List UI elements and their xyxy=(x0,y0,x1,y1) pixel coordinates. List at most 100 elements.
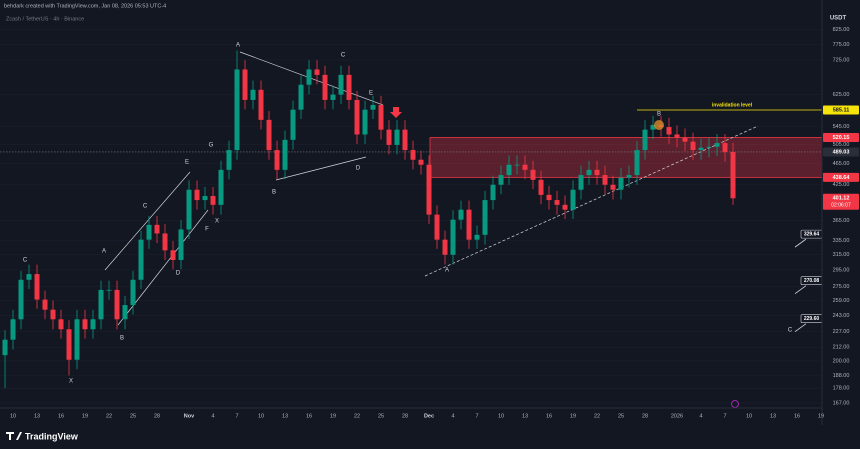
candle-body xyxy=(234,69,240,151)
candle-body xyxy=(306,69,312,85)
target-label: 229.60 xyxy=(804,316,820,322)
candle-body xyxy=(2,339,8,356)
candle-body xyxy=(418,159,424,165)
down-arrow xyxy=(390,107,402,118)
supply-zone xyxy=(429,137,823,178)
x-tick-label: 13 xyxy=(770,413,776,419)
candle-body xyxy=(218,169,224,205)
candle-body xyxy=(82,319,88,330)
candle-body xyxy=(410,150,416,160)
y-tick-label: 227.00 xyxy=(833,329,850,335)
candle-body xyxy=(490,184,496,201)
candle-body xyxy=(610,184,616,190)
candle-body xyxy=(66,329,72,360)
candle-body xyxy=(554,200,560,205)
price-label: 401.12 xyxy=(833,196,850,202)
candle-body xyxy=(458,209,464,220)
y-tick-label: 188.00 xyxy=(833,373,850,379)
price-label-box xyxy=(823,193,859,210)
x-tick-label: 19 xyxy=(818,413,824,419)
candle-body xyxy=(498,175,504,185)
price-label-box xyxy=(823,133,859,143)
candle-body xyxy=(474,234,480,240)
candle-body xyxy=(722,143,728,152)
price-label-box xyxy=(823,147,859,157)
x-tick-label: 22 xyxy=(594,413,600,419)
x-tick-label: 10 xyxy=(746,413,752,419)
target-label: 270.08 xyxy=(804,278,820,284)
candle-body xyxy=(114,289,120,320)
candle-body xyxy=(362,109,368,135)
candle-body xyxy=(210,196,216,205)
candle-body xyxy=(450,219,456,255)
x-tick-label: 28 xyxy=(154,413,160,419)
candle-body xyxy=(226,150,232,170)
candle-body xyxy=(298,84,304,110)
wave-label: A xyxy=(236,43,240,49)
wave-label: A xyxy=(102,249,106,255)
y-tick-label: 178.00 xyxy=(833,386,850,392)
price-label: 585.11 xyxy=(833,107,850,113)
wave-label: A xyxy=(445,268,449,274)
target-arrow xyxy=(794,323,807,332)
x-tick-label: 22 xyxy=(354,413,360,419)
wave-label: E xyxy=(185,160,189,166)
y-tick-label: 625.00 xyxy=(833,92,850,98)
y-tick-label: 775.00 xyxy=(833,42,850,48)
x-tick-label: 28 xyxy=(642,413,648,419)
candle-body xyxy=(338,74,344,95)
candle-body xyxy=(538,179,544,195)
wave-label: C xyxy=(788,328,793,334)
candle-body xyxy=(626,175,632,178)
y-tick-label: 825.00 xyxy=(833,27,850,33)
candle-body xyxy=(74,319,80,360)
candle-body xyxy=(594,169,600,176)
candle-body xyxy=(106,289,112,291)
wave-label: C xyxy=(341,53,346,59)
x-tick-label: 4 xyxy=(211,413,214,419)
candle-body xyxy=(266,119,272,151)
candle-body xyxy=(394,129,400,145)
x-tick-label: 25 xyxy=(378,413,384,419)
x-tick-label: 19 xyxy=(570,413,576,419)
candle-body xyxy=(714,143,720,147)
candle-body xyxy=(138,239,144,280)
x-tick-label: 13 xyxy=(282,413,288,419)
wave-label: D xyxy=(176,271,181,277)
candle-body xyxy=(98,289,104,320)
candle-body xyxy=(202,196,208,201)
candle-body xyxy=(562,204,568,210)
target-arrow xyxy=(794,285,807,295)
target-label: 329.64 xyxy=(804,231,820,237)
candle-body xyxy=(18,279,24,320)
x-tick-label: 22 xyxy=(106,413,112,419)
candle-body xyxy=(666,127,672,135)
y-tick-label: 200.00 xyxy=(833,358,850,364)
candle-body xyxy=(690,141,696,151)
candle-body xyxy=(522,164,528,170)
candle-body xyxy=(274,150,280,170)
y-tick-label: 425.00 xyxy=(833,182,850,188)
wave-label: C xyxy=(23,258,28,264)
x-tick-label: 10 xyxy=(258,413,264,419)
candle-body xyxy=(322,74,328,100)
candle-body xyxy=(682,137,688,142)
candle-body xyxy=(242,69,248,100)
candle-body xyxy=(434,214,440,240)
wave-label: G xyxy=(209,143,214,149)
candle-body xyxy=(346,74,352,100)
x-tick-label: 4 xyxy=(451,413,454,419)
wave-label: B xyxy=(657,112,661,118)
grid xyxy=(0,29,822,404)
candle-body xyxy=(370,104,376,110)
x-tick-label: 25 xyxy=(618,413,624,419)
x-tick-label: 16 xyxy=(794,413,800,419)
wave-label: D xyxy=(356,166,361,172)
candle-body xyxy=(578,175,584,190)
candle-body xyxy=(170,250,176,260)
candle-body xyxy=(506,164,512,176)
price-label: 438.64 xyxy=(833,175,851,181)
candle-body xyxy=(570,189,576,210)
